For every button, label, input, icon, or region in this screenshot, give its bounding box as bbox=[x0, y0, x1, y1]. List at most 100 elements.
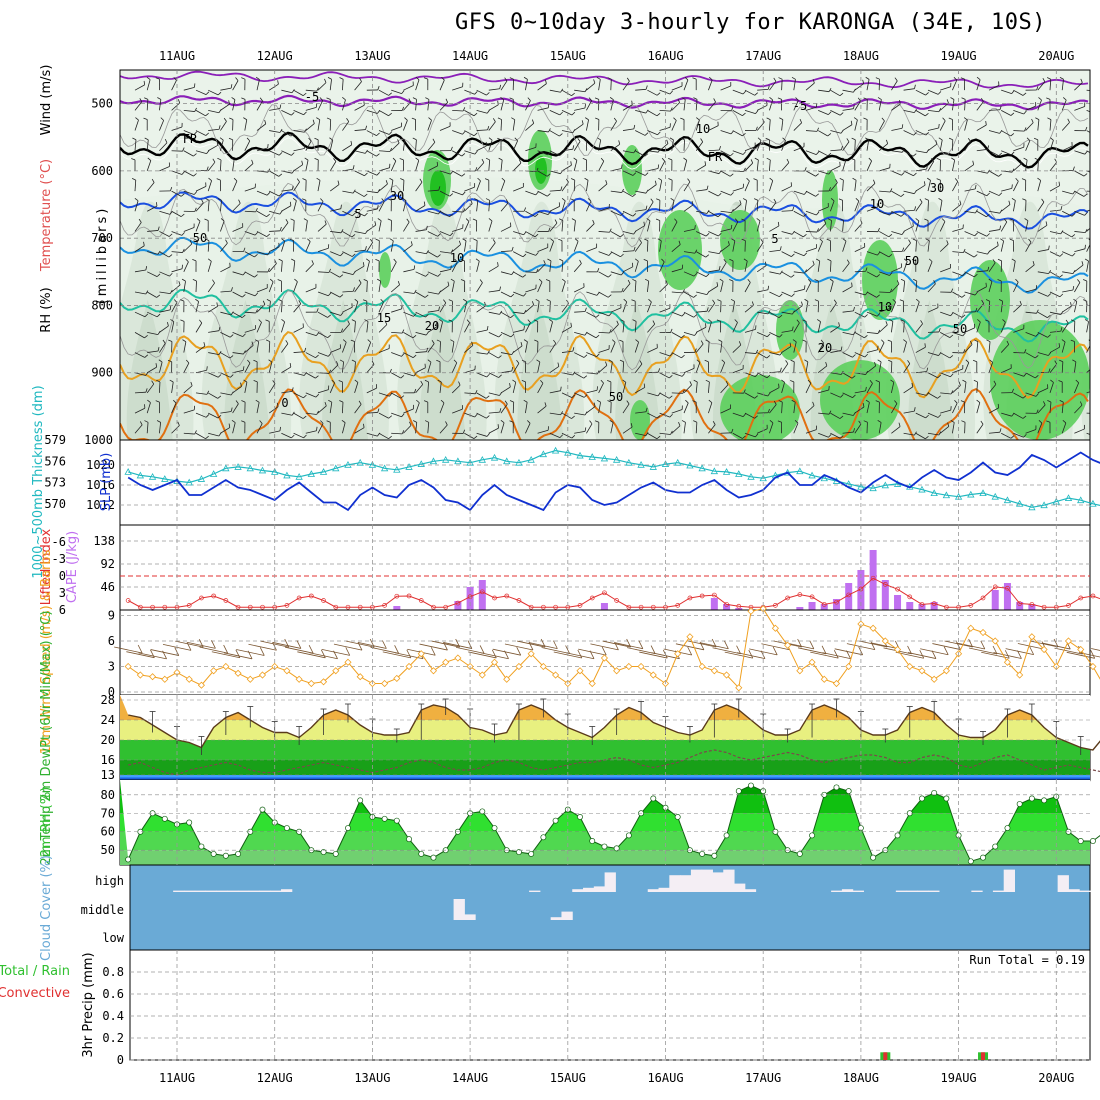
wind-barb-flag bbox=[1004, 650, 1010, 659]
wind-point bbox=[124, 662, 132, 671]
wind-barb-flag bbox=[400, 395, 405, 399]
wind-barb-flag bbox=[504, 77, 508, 82]
wind-barb-flag bbox=[371, 360, 375, 365]
wind-barb-flag bbox=[903, 339, 907, 343]
wind-barb-flag bbox=[201, 199, 204, 204]
cape-bar bbox=[930, 602, 938, 610]
wind-barb bbox=[1013, 432, 1024, 438]
cloud-high-bar bbox=[1079, 890, 1091, 892]
wind-barb-flag bbox=[743, 258, 748, 262]
wind-barb-flag bbox=[914, 206, 917, 211]
wind-barb bbox=[415, 291, 426, 298]
wind-point bbox=[796, 667, 804, 675]
wind-barb-flag bbox=[216, 141, 219, 146]
wind-barb-flag bbox=[412, 354, 417, 358]
wind-barb-flag bbox=[876, 294, 880, 298]
wind-barb-flag bbox=[1063, 97, 1067, 101]
wind-barb-flag bbox=[942, 117, 946, 122]
wind-barb bbox=[439, 102, 448, 111]
wind-barb bbox=[1025, 372, 1036, 379]
wind-barb-flag bbox=[973, 254, 978, 258]
wind-barb-flag bbox=[937, 91, 942, 95]
wind-barb bbox=[622, 250, 634, 253]
wind-barb bbox=[634, 321, 637, 333]
wind-barb-flag bbox=[1050, 137, 1054, 141]
wind-barb bbox=[561, 432, 573, 439]
wind-barb-flag bbox=[773, 198, 777, 203]
wind-barb bbox=[842, 141, 850, 151]
wind-barb-flag bbox=[840, 346, 843, 351]
wind-barb bbox=[793, 210, 804, 217]
wind-barb bbox=[903, 321, 905, 333]
wind-point bbox=[1064, 637, 1073, 645]
wind-barb-flag bbox=[767, 408, 770, 413]
wind-barb-flag bbox=[170, 186, 173, 191]
wind-barb bbox=[1049, 271, 1060, 278]
wind-barb bbox=[1000, 221, 1008, 232]
wind-barb bbox=[232, 80, 239, 91]
wind-barb bbox=[988, 109, 1001, 111]
wind-barb-flag bbox=[225, 239, 228, 244]
wind-barb bbox=[756, 220, 761, 232]
wind-barb bbox=[561, 412, 572, 419]
wind-barb-flag bbox=[890, 379, 895, 383]
wind-barb-flag bbox=[853, 117, 858, 121]
wind-barb bbox=[561, 164, 572, 172]
wind-barb bbox=[427, 142, 436, 151]
wind-point bbox=[478, 671, 486, 679]
wind-barb-flag bbox=[900, 319, 905, 322]
wind-barb-flag bbox=[1021, 178, 1026, 181]
wind-barb bbox=[1074, 428, 1085, 434]
wind-barb bbox=[952, 271, 963, 277]
wind-barb bbox=[732, 89, 744, 95]
wind-barb bbox=[988, 229, 1000, 232]
wind-barb-flag bbox=[157, 347, 160, 352]
wind-barb-flag bbox=[571, 435, 576, 439]
wind-barb-flag bbox=[730, 192, 734, 196]
thickness-point bbox=[295, 472, 303, 480]
wind-barb-flag bbox=[742, 90, 747, 95]
wind-barb-flag bbox=[682, 289, 685, 294]
wind-barb bbox=[549, 432, 561, 438]
wind-barb-flag bbox=[462, 429, 466, 434]
wind-barb-flag bbox=[139, 421, 143, 426]
li-point bbox=[308, 593, 314, 599]
wind-barb bbox=[293, 220, 295, 232]
wind-barb bbox=[317, 332, 328, 339]
wind-barb bbox=[659, 143, 669, 152]
wind-barb-flag bbox=[577, 649, 583, 659]
wind-barb-flag bbox=[399, 158, 404, 161]
wind-barb-flag bbox=[937, 374, 942, 379]
wind-barb bbox=[366, 109, 378, 114]
wind-barb bbox=[525, 271, 537, 273]
wind-barb bbox=[805, 106, 817, 111]
wind-point bbox=[136, 671, 144, 679]
wind-barb bbox=[878, 342, 885, 353]
wind-barb-flag bbox=[192, 258, 197, 262]
rh-point bbox=[967, 858, 974, 865]
wind-barb-flag bbox=[251, 159, 254, 164]
wind-barb bbox=[476, 261, 480, 272]
wind-barb-flag bbox=[802, 339, 807, 342]
wind-barb-flag bbox=[242, 366, 245, 371]
wind-barb bbox=[903, 190, 915, 195]
rh-point bbox=[332, 850, 339, 857]
freezing-line-inner bbox=[120, 137, 1089, 173]
thickness-point bbox=[1015, 499, 1024, 507]
wind-barb bbox=[1037, 422, 1043, 434]
wind-barb bbox=[744, 109, 756, 115]
wind-barb-flag bbox=[254, 274, 258, 278]
wind-barb-flag bbox=[631, 299, 636, 302]
wind-barb-flag bbox=[181, 278, 186, 282]
wind-barb-flag bbox=[953, 76, 958, 81]
cloud-tick: low bbox=[102, 931, 124, 945]
isotherm-minus5b bbox=[120, 70, 1089, 89]
wind-barb bbox=[785, 642, 814, 650]
wind-barb-flag bbox=[350, 140, 353, 145]
thickness-point bbox=[698, 464, 706, 472]
wind-barb bbox=[488, 265, 499, 273]
wind-barb-flag bbox=[645, 407, 648, 412]
cape-bar bbox=[735, 608, 743, 610]
wind-barb bbox=[415, 384, 423, 394]
wind-barb bbox=[183, 227, 195, 232]
